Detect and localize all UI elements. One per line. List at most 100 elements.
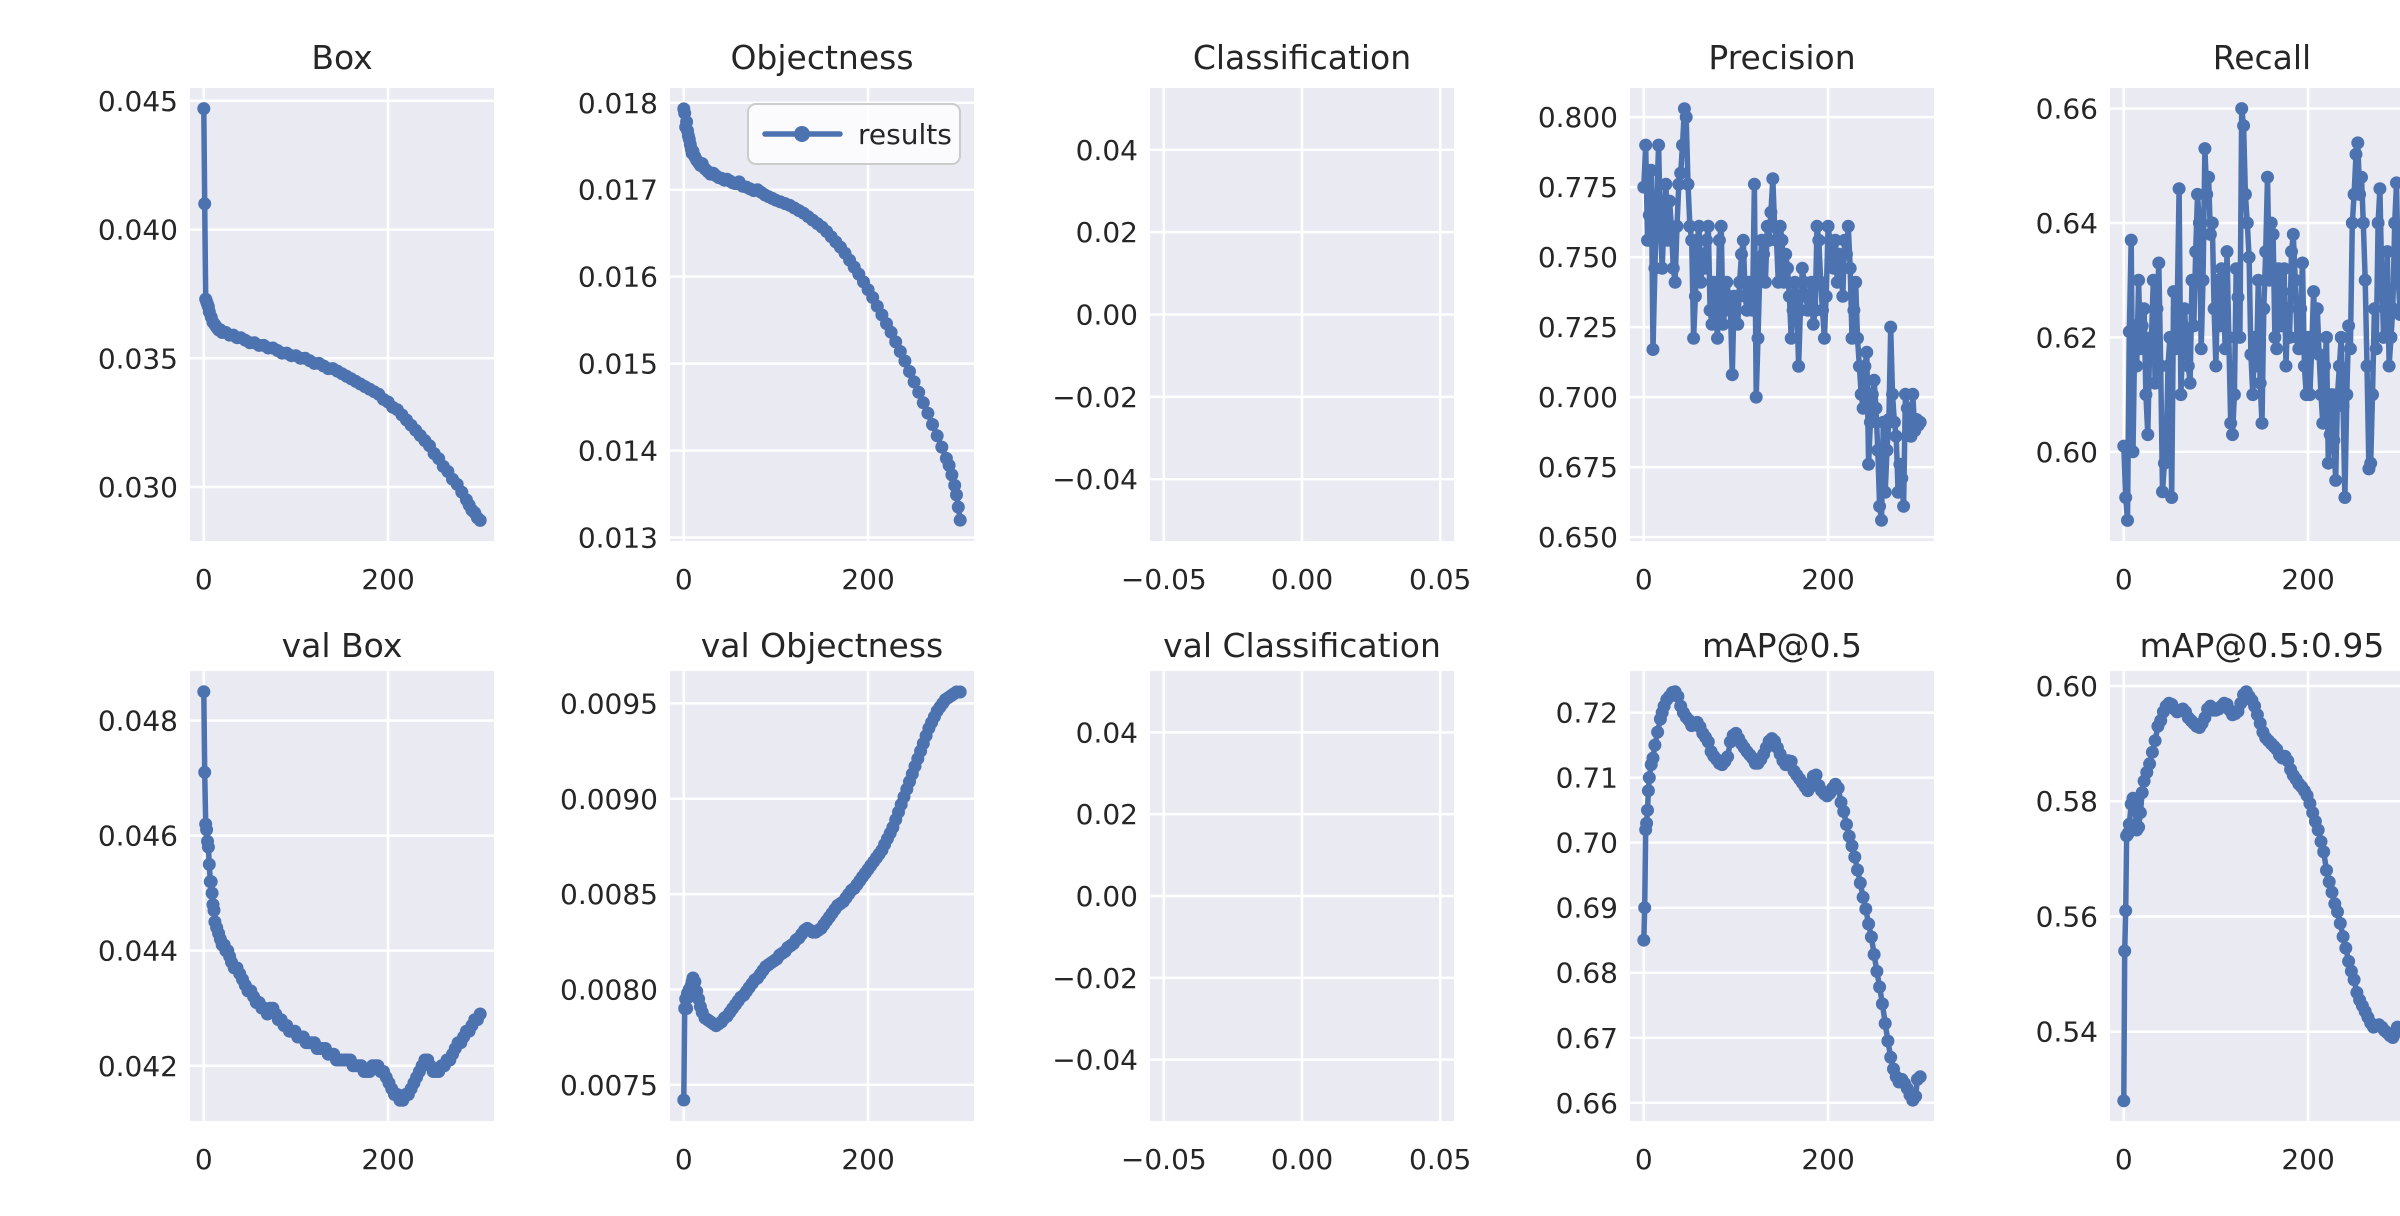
svg-text:0.800: 0.800 [1538,101,1618,134]
subplot-val-classification: 0.04 0.02 0.00 −0.02 −0.04 −0.05 0.00 0.05 val … [1000,616,1480,1216]
svg-text:0.045: 0.045 [98,85,178,118]
svg-text:0.05: 0.05 [1409,1143,1471,1176]
svg-text:0.60: 0.60 [2036,670,2098,703]
plot-title-map50-95: mAP@0.5:0.95 [2139,626,2385,665]
svg-text:0.675: 0.675 [1538,451,1618,484]
svg-text:200: 200 [361,563,414,596]
subplot-objectness: 0.013 0.014 0.015 0.016 0.017 0.018 0 200 result… [520,16,1000,616]
svg-text:200: 200 [841,1143,894,1176]
svg-text:0.750: 0.750 [1538,241,1618,274]
svg-text:0: 0 [2115,1143,2133,1176]
svg-text:0.700: 0.700 [1538,381,1618,414]
plot-title-map50: mAP@0.5 [1701,626,1863,665]
plot-canvas-val-box: 0.042 0.044 0.046 0.048 0 200 [98,671,494,1176]
svg-text:0.05: 0.05 [1409,563,1471,596]
svg-text:0.048: 0.048 [98,704,178,737]
svg-text:0.72: 0.72 [1556,697,1618,730]
svg-text:0.014: 0.014 [578,435,658,468]
svg-text:0.67: 0.67 [1556,1022,1618,1055]
plot-title-val-box: val Box [281,626,403,665]
plot-canvas-map50-95: 0.54 0.56 0.58 0.60 0 200 [2036,670,2400,1176]
subplot-precision: 0.650 0.675 0.700 0.725 0.750 0.775 0.800 0 200 … [1480,16,1960,616]
svg-text:0.044: 0.044 [98,935,178,968]
subplot-classification: 0.04 0.02 0.00 −0.02 −0.04 −0.05 0.00 0.05 Clas… [1000,16,1480,616]
plot-canvas-map50: 0.66 0.67 0.68 0.69 0.70 0.71 0.72 0 200 [1556,671,1934,1176]
svg-text:0: 0 [195,1143,213,1176]
plot-canvas-val-objectness: 0.0075 0.0080 0.0085 0.0090 0.0095 0 200 [560,671,974,1176]
svg-text:0.56: 0.56 [2036,900,2098,933]
svg-text:0.015: 0.015 [578,348,658,381]
svg-text:0.040: 0.040 [98,214,178,247]
svg-text:0.018: 0.018 [578,87,658,120]
svg-text:0.68: 0.68 [1556,957,1618,990]
svg-text:0.013: 0.013 [578,522,658,555]
subplot-map50: 0.66 0.67 0.68 0.69 0.70 0.71 0.72 0 200 mAP@0.5 [1480,616,1960,1216]
plot-title-objectness: Objectness [730,38,914,77]
svg-text:0.02: 0.02 [1076,798,1138,831]
svg-text:0.54: 0.54 [2036,1016,2098,1049]
svg-text:0.650: 0.650 [1538,521,1618,554]
plot-canvas-recall: 0.60 0.62 0.64 0.66 0 200 [2036,88,2400,596]
plot-title-recall: Recall [2212,38,2312,77]
svg-text:0.00: 0.00 [1271,1143,1333,1176]
svg-text:−0.05: −0.05 [1121,563,1207,596]
svg-text:0.64: 0.64 [2036,207,2098,240]
svg-text:200: 200 [1801,563,1854,596]
svg-text:−0.05: −0.05 [1121,1143,1207,1176]
svg-text:0.02: 0.02 [1076,216,1138,249]
svg-text:200: 200 [1801,1143,1854,1176]
svg-text:0.0075: 0.0075 [560,1069,658,1102]
svg-text:0.66: 0.66 [1556,1087,1618,1120]
svg-text:0.0080: 0.0080 [560,973,658,1006]
plot-title-val-classification: val Classification [1163,626,1441,665]
subplot-val-objectness: 0.0075 0.0080 0.0085 0.0090 0.0095 0 200 val O… [520,616,1000,1216]
svg-text:0: 0 [1635,1143,1653,1176]
svg-text:0.017: 0.017 [578,174,658,207]
svg-text:0: 0 [195,563,213,596]
svg-text:0.62: 0.62 [2036,321,2098,354]
svg-text:0.725: 0.725 [1538,311,1618,344]
svg-text:0.04: 0.04 [1076,134,1138,167]
subplot-box: 0.030 0.035 0.040 0.045 0 200 Box [40,16,520,616]
svg-text:−0.04: −0.04 [1052,1044,1138,1077]
svg-text:0.60: 0.60 [2036,436,2098,469]
plot-canvas-box: 0.030 0.035 0.040 0.045 0 200 [98,85,494,596]
svg-text:0: 0 [2115,563,2133,596]
svg-text:200: 200 [361,1143,414,1176]
plot-title-val-objectness: val Objectness [700,626,944,665]
plot-canvas-val-classification: 0.04 0.02 0.00 −0.02 −0.04 −0.05 0.00 0.05 [1052,671,1471,1176]
svg-text:0: 0 [1635,563,1653,596]
svg-text:0: 0 [675,563,693,596]
plot-canvas-objectness: 0.013 0.014 0.015 0.016 0.017 0.018 0 200 result… [578,87,974,596]
plot-canvas-precision: 0.650 0.675 0.700 0.725 0.750 0.775 0.800 0 200 [1538,88,1934,596]
svg-text:0.035: 0.035 [98,342,178,375]
svg-text:0.66: 0.66 [2036,93,2098,126]
plot-title-precision: Precision [1708,38,1856,77]
svg-text:200: 200 [841,563,894,596]
svg-text:−0.02: −0.02 [1052,962,1138,995]
svg-text:0.69: 0.69 [1556,892,1618,925]
plot-title-box: Box [311,38,373,77]
svg-text:0.030: 0.030 [98,471,178,504]
svg-text:0.0095: 0.0095 [560,687,658,720]
svg-text:0.00: 0.00 [1271,563,1333,596]
svg-text:0.58: 0.58 [2036,785,2098,818]
svg-text:200: 200 [2281,1143,2334,1176]
plot-canvas-classification: 0.04 0.02 0.00 −0.02 −0.04 −0.05 0.00 0.05 [1052,88,1471,596]
svg-text:0.775: 0.775 [1538,171,1618,204]
svg-text:0.04: 0.04 [1076,716,1138,749]
subplot-map50-95: 0.54 0.56 0.58 0.60 0 200 mAP@0.5:0.95 [1960,616,2400,1216]
svg-text:0.71: 0.71 [1556,762,1618,795]
svg-text:0: 0 [675,1143,693,1176]
svg-text:0.016: 0.016 [578,261,658,294]
svg-text:results: results [858,118,952,151]
svg-text:200: 200 [2281,563,2334,596]
svg-text:0.00: 0.00 [1076,880,1138,913]
subplot-recall: 0.60 0.62 0.64 0.66 0 200 Recall [1960,16,2400,616]
svg-text:−0.02: −0.02 [1052,381,1138,414]
svg-text:0.046: 0.046 [98,820,178,853]
plot-title-classification: Classification [1192,38,1412,77]
svg-text:0.00: 0.00 [1076,299,1138,332]
svg-text:0.0085: 0.0085 [560,878,658,911]
